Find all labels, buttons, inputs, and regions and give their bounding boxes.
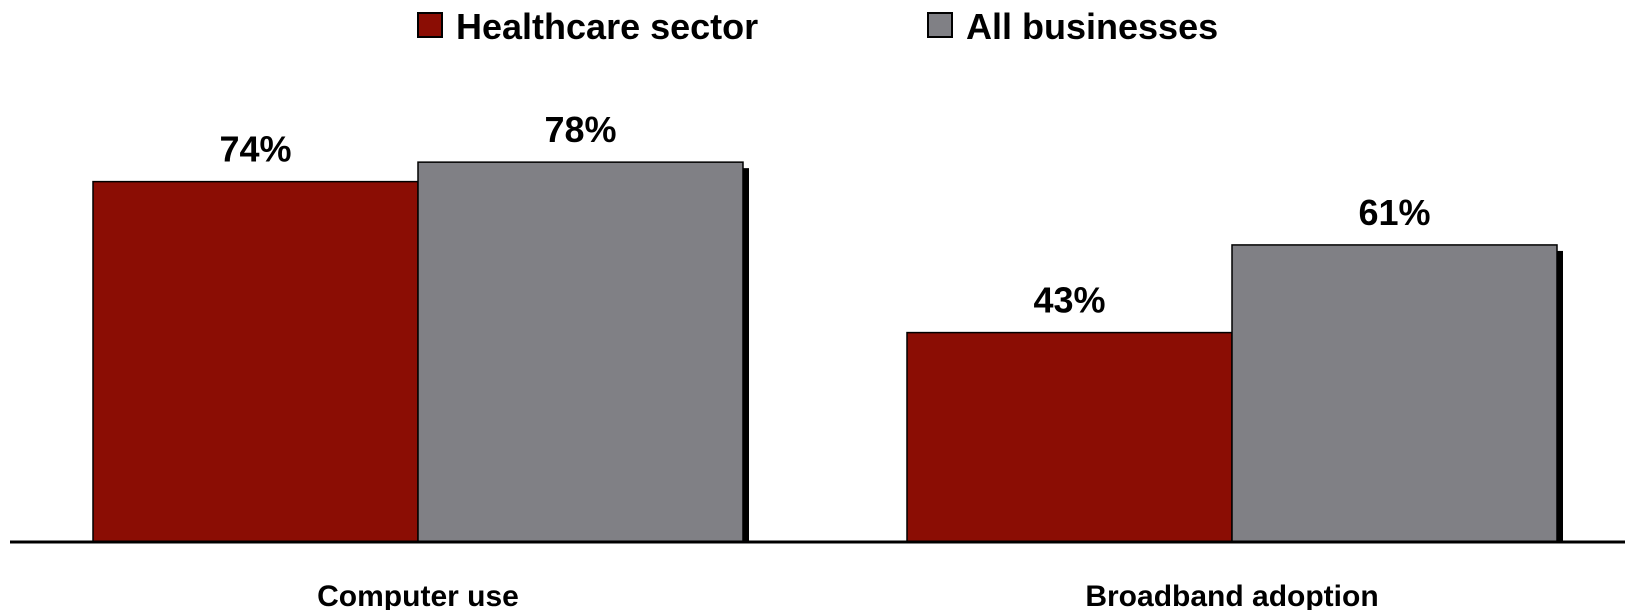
legend-label-healthcare-sector: Healthcare sector [456,6,758,47]
data-label-healthcare-sector-broadband-adoption: 43% [1033,280,1105,321]
legend-item-healthcare-sector: Healthcare sector [417,6,758,47]
data-label-all-businesses-computer-use: 78% [544,109,616,150]
legend-item-all-businesses: All businesses [927,6,1218,47]
legend-label-all-businesses: All businesses [966,6,1218,47]
data-label-all-businesses-broadband-adoption: 61% [1358,192,1430,233]
category-label-broadband-adoption: Broadband adoption [1085,580,1378,610]
category-label-computer-use: Computer use [317,580,519,610]
bar-all-businesses-computer-use [417,161,744,543]
bar-shadow-all-businesses-broadband-adoption [1557,250,1563,542]
category-labels: Computer use Broadband adoption [317,580,1379,610]
bar-all-businesses-broadband-adoption [1231,244,1558,543]
bar-healthcare-sector-broadband-adoption [906,331,1233,543]
data-label-healthcare-sector-computer-use: 74% [219,129,291,170]
legend: Healthcare sector All businesses [417,6,1218,47]
legend-swatch-all-businesses [927,12,953,38]
plot-area: 74% 78% 43% 61% [92,109,1563,543]
legend-swatch-healthcare-sector [417,12,443,38]
bar-shadow-all-businesses-computer-use [743,168,749,542]
bar-healthcare-sector-computer-use [92,180,419,543]
